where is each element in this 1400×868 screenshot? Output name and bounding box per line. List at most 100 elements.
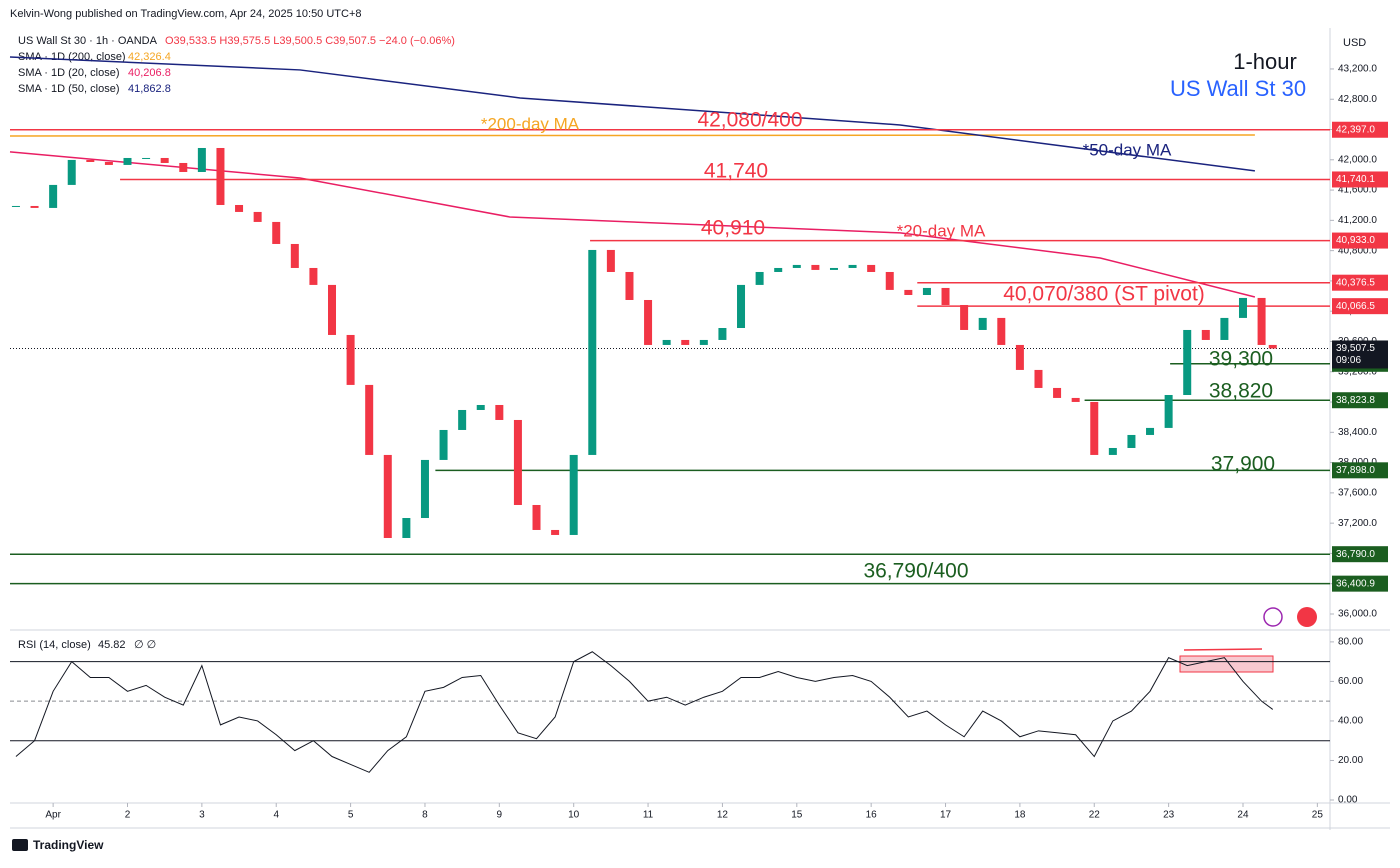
rsi-line [15,651,1274,773]
x-tick-label: 18 [1014,810,1026,821]
candle [1015,344,1024,370]
x-tick-label: Apr [45,810,61,821]
candle [179,162,188,172]
level-label: 36,790.0 [1336,549,1375,560]
currency[interactable]: USD [1343,37,1366,49]
candle [718,328,727,340]
indicator-name: SMA · 1D (50, close) [18,83,119,95]
annotation: 40,910 [701,217,765,240]
candle [1268,344,1277,349]
level-label: 38,823.8 [1336,395,1375,406]
annotation: *50-day MA [1083,140,1172,159]
candle [142,157,151,159]
rsi-extra: ∅ ∅ [134,639,156,651]
candle [960,304,969,330]
candle [625,271,634,300]
annotation: 39,300 [1209,348,1273,371]
x-tick-label: 8 [422,810,428,821]
candle [365,384,374,455]
candle [551,529,560,535]
candle [290,243,299,268]
annotation: 1-hour [1233,49,1297,74]
candle [272,221,281,244]
x-tick-label: 10 [568,810,580,821]
y-tick-label: 37,600.0 [1338,488,1377,499]
y-tick-label: 80.00 [1338,637,1363,648]
moving-average [9,151,1256,298]
indicator-name: SMA · 1D (20, close) [18,67,119,79]
x-tick-label: 4 [273,810,279,821]
candle [402,518,411,538]
candle [49,184,58,208]
indicator-name: SMA · 1D (200, close) [18,51,126,63]
y-tick-label: 36,000.0 [1338,609,1377,620]
candle [458,409,467,430]
current-price-label: 39,507.5 [1336,343,1375,354]
flash-icon[interactable] [1263,607,1283,627]
x-tick-label: 5 [348,810,354,821]
rsi-divergence [1183,648,1263,651]
level-label: 41,740.1 [1336,174,1375,185]
y-tick-label: 38,400.0 [1338,427,1377,438]
published-by: Kelvin-Wong published on TradingView.com… [10,8,362,20]
candle [1201,329,1210,340]
brand-logo[interactable] [12,839,28,851]
level-label: 36,400.9 [1336,578,1375,589]
candle [1220,317,1229,340]
level-label: 40,933.0 [1336,235,1375,246]
candle [476,404,485,410]
candle [1053,387,1062,398]
x-tick-label: 25 [1312,810,1324,821]
level-label-bg [1332,274,1388,291]
candle [86,159,95,162]
level-label: 40,376.5 [1336,277,1375,288]
x-tick-label: 17 [940,810,952,821]
rsi-highlight [1179,655,1274,673]
candle [1238,297,1247,318]
rsi-title: RSI (14, close) [18,639,91,651]
y-tick-label: 42,800.0 [1338,94,1377,105]
candle [644,299,653,345]
candle [829,267,838,270]
candle [904,289,913,295]
candle [328,284,337,335]
level-label-bg [1332,232,1388,249]
candle [885,271,894,290]
y-tick-label: 39,200.0 [1338,366,1377,377]
annotation: 42,080/400 [697,109,802,132]
candle [160,157,169,163]
candle [662,339,671,345]
level-label-bg [1332,121,1388,138]
x-tick-label: 22 [1089,810,1101,821]
countdown: 09:06 [1336,355,1361,366]
symbol-info[interactable]: US Wall St 30 · 1h · OANDA [18,35,158,47]
candle [755,271,764,285]
candle [30,205,39,208]
y-tick-label: 60.00 [1338,676,1363,687]
candle [383,454,392,538]
annotation: 37,900 [1211,453,1275,476]
candle [1257,297,1266,345]
x-tick-label: 24 [1237,810,1249,821]
candle [309,267,318,285]
candle [1164,394,1173,428]
level-label: 42,397.0 [1336,124,1375,135]
candle [1108,447,1117,455]
candle [495,404,504,420]
y-tick-label: 20.00 [1338,755,1363,766]
brand[interactable]: TradingView [33,838,104,852]
candle [978,317,987,330]
level-label-bg [1332,171,1388,188]
candle [997,317,1006,345]
candle [532,504,541,530]
annotation: 40,070/380 (ST pivot) [1003,283,1205,306]
x-tick-label: 2 [125,810,131,821]
candle [439,429,448,460]
level-label-bg [1332,298,1388,315]
flag-icon[interactable] [1297,607,1317,627]
candle [1034,369,1043,388]
indicator-value: 41,862.8 [128,83,171,95]
moving-average [9,56,1255,172]
candle [606,249,615,272]
